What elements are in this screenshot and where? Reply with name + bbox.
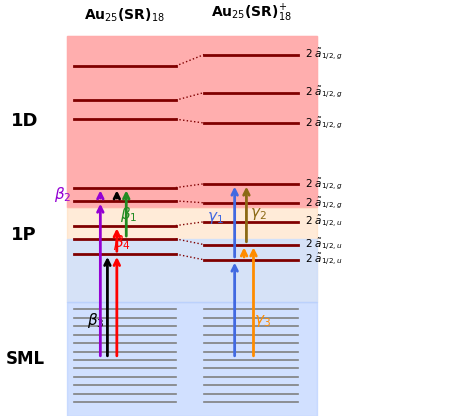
Text: $\beta_1$: $\beta_1$: [120, 205, 137, 224]
Text: $\gamma_2$: $\gamma_2$: [250, 206, 266, 222]
Text: $\beta_3$: $\beta_3$: [87, 311, 104, 330]
Bar: [67, 301, 317, 416]
Text: 2 $\tilde{a}_{1/2,g}$: 2 $\tilde{a}_{1/2,g}$: [305, 85, 343, 100]
Bar: [67, 206, 317, 301]
Text: 2 $\tilde{a}_{1/2,u}$: 2 $\tilde{a}_{1/2,u}$: [305, 236, 343, 253]
Bar: [67, 239, 317, 301]
Text: Au$_{25}$(SR)$_{18}$: Au$_{25}$(SR)$_{18}$: [83, 7, 164, 24]
Text: $\beta_2$: $\beta_2$: [54, 185, 72, 204]
Text: 2 $\tilde{a}_{1/2,u}$: 2 $\tilde{a}_{1/2,u}$: [305, 214, 343, 230]
Bar: [67, 35, 317, 206]
Text: Au$_{25}$(SR)$_{18}^{+}$: Au$_{25}$(SR)$_{18}^{+}$: [211, 3, 292, 24]
Text: 2 $\tilde{a}_{1/2,u}$: 2 $\tilde{a}_{1/2,u}$: [305, 252, 343, 268]
Text: $\gamma_3$: $\gamma_3$: [255, 313, 272, 329]
Text: 2 $\tilde{a}_{1/2,g}$: 2 $\tilde{a}_{1/2,g}$: [305, 115, 343, 131]
Bar: [67, 35, 317, 206]
Text: 1P: 1P: [11, 226, 36, 244]
Text: $\gamma_1$: $\gamma_1$: [208, 210, 224, 226]
Text: 1D: 1D: [11, 112, 38, 130]
Text: SML: SML: [6, 349, 45, 368]
Text: 2 $\tilde{a}_{1/2,g}$: 2 $\tilde{a}_{1/2,g}$: [305, 176, 343, 191]
Text: 2 $\tilde{a}_{1/2,g}$: 2 $\tilde{a}_{1/2,g}$: [305, 47, 343, 62]
Text: $\beta_4$: $\beta_4$: [113, 233, 130, 252]
Text: 2 $\tilde{a}_{1/2,g}$: 2 $\tilde{a}_{1/2,g}$: [305, 195, 343, 211]
